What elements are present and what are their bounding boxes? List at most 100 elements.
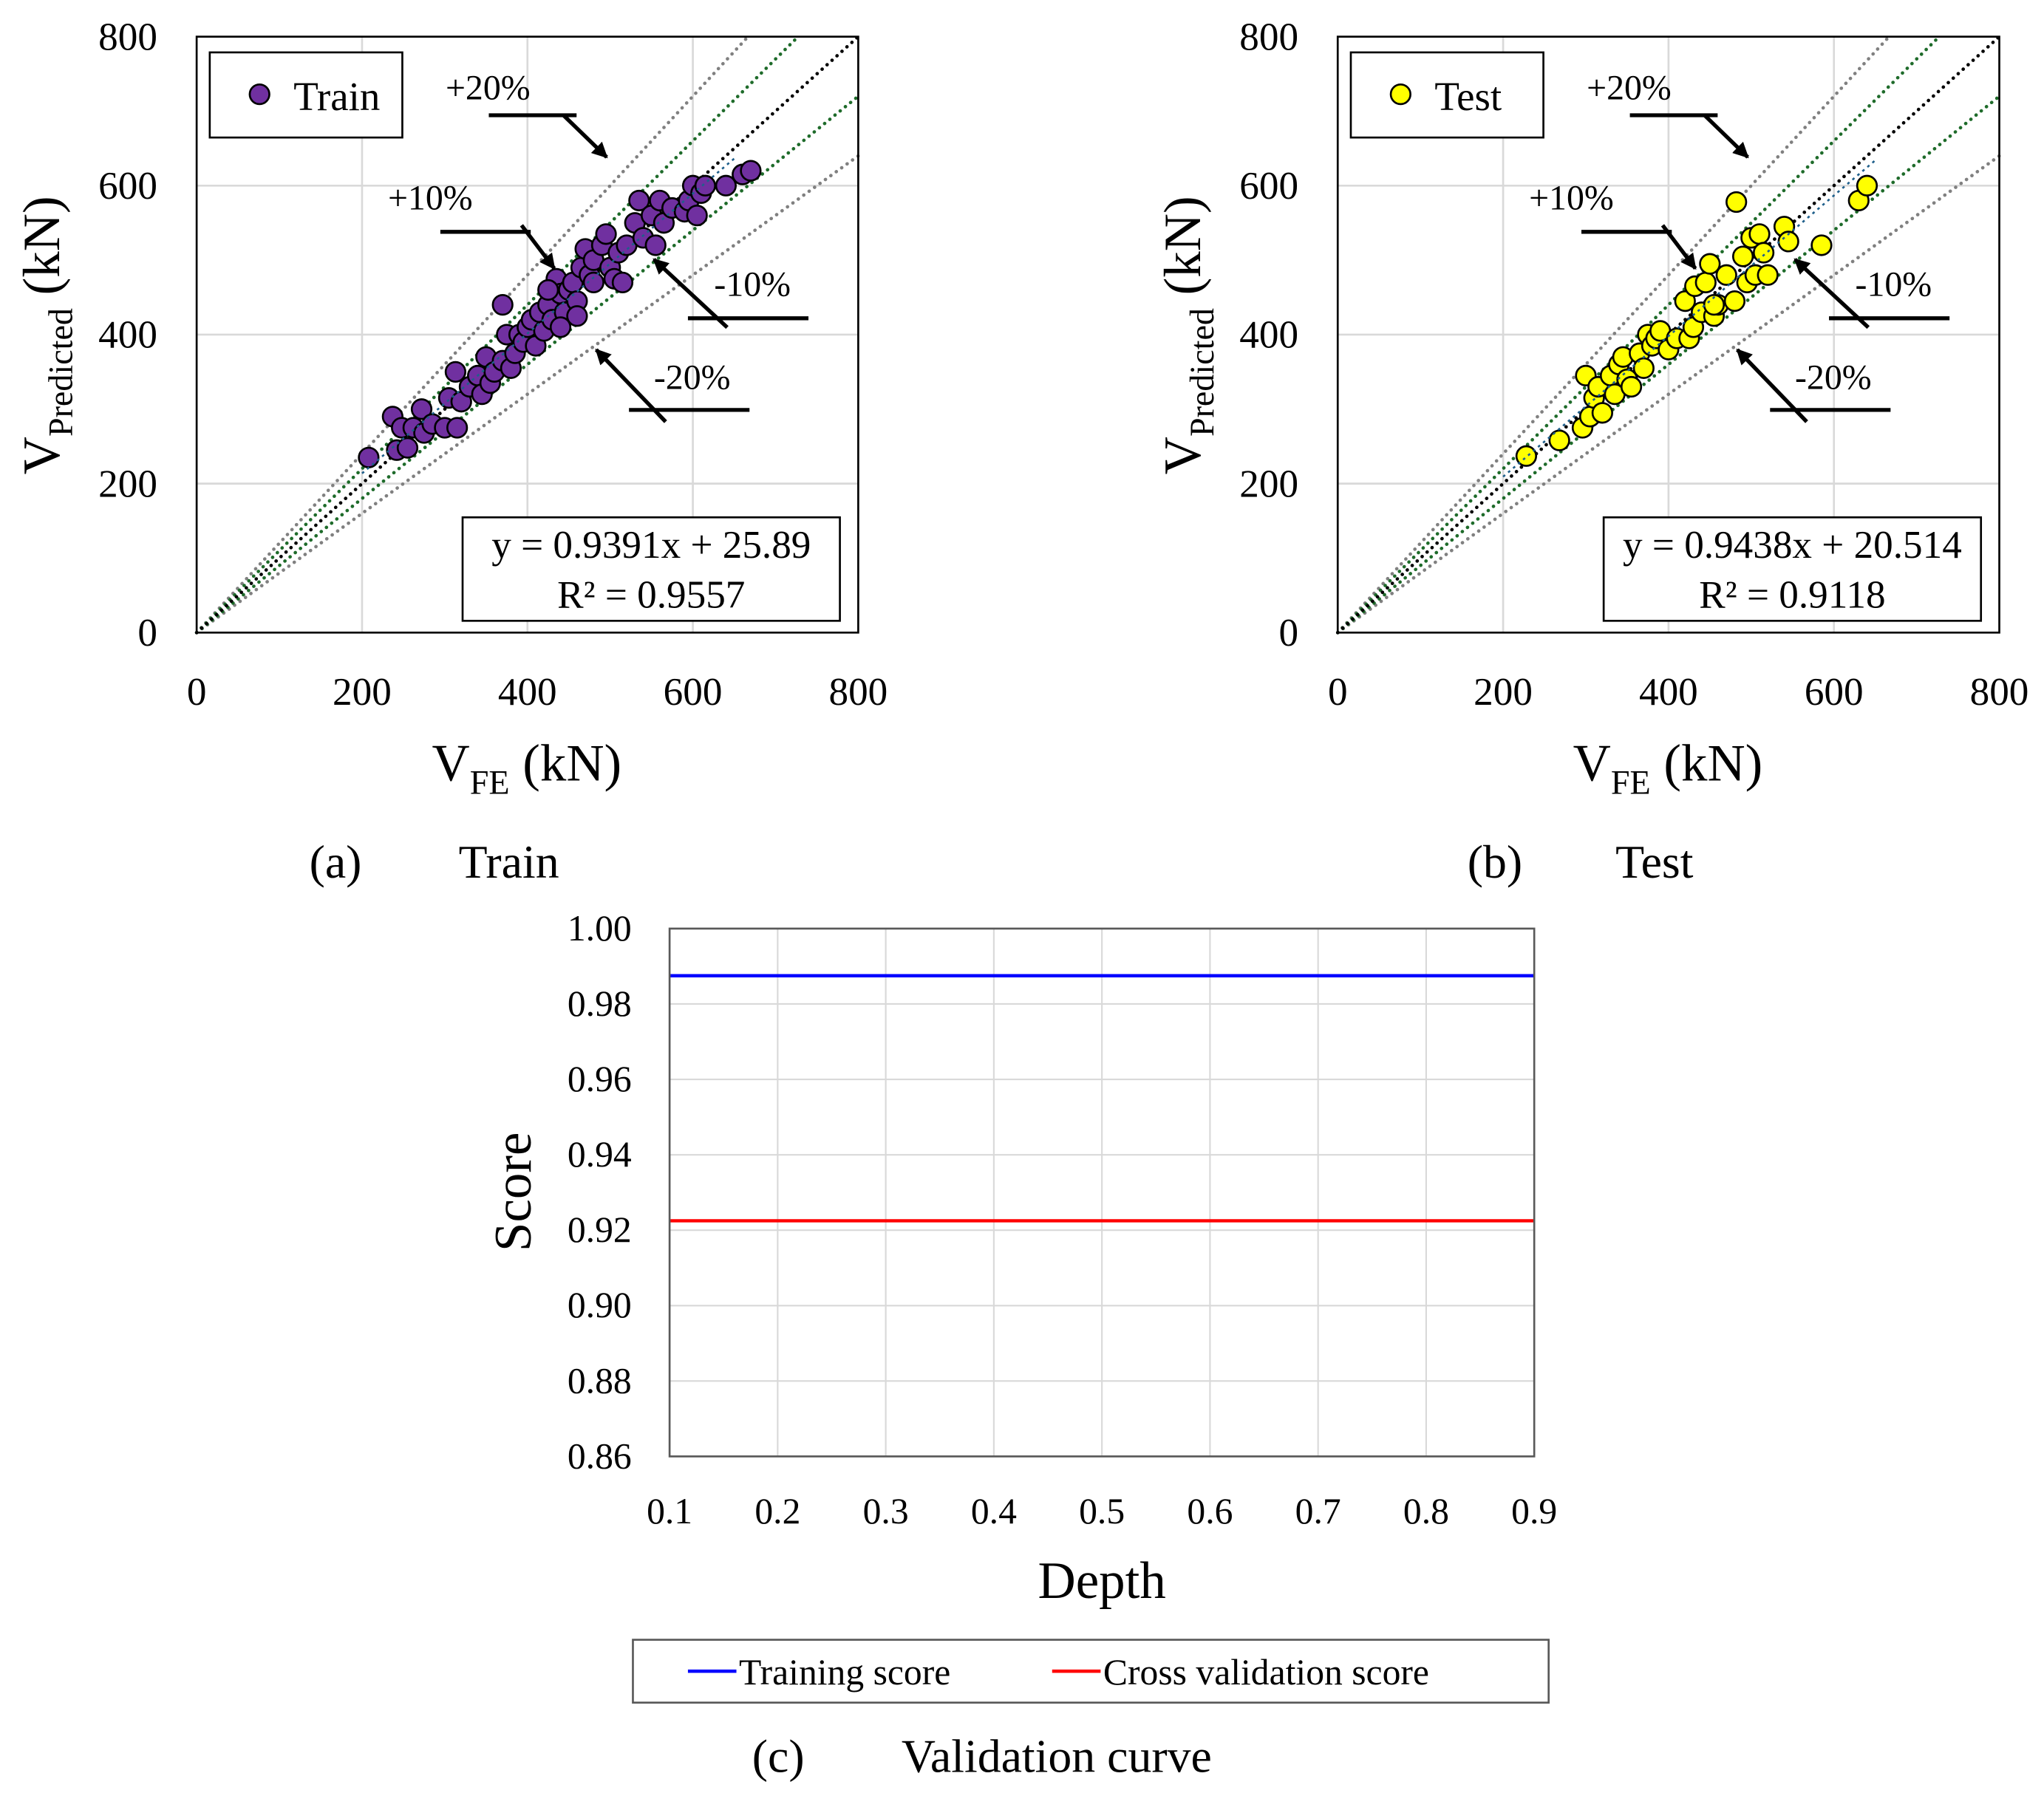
y-axis-label-unit: (kN) (1154, 196, 1212, 308)
x-tick-label: 0.9 (1511, 1491, 1557, 1531)
band-annotation-label: +10% (1529, 179, 1614, 218)
x-tick-label: 0 (1328, 670, 1348, 714)
minus-10-percent-line (1335, 94, 2001, 635)
y-tick-label: 600 (1239, 164, 1298, 208)
equation-box (461, 516, 841, 622)
annotation-arrow (1736, 348, 1808, 423)
plot-area-border (668, 927, 1536, 1458)
annotation-arrow (562, 114, 608, 159)
x-tick-label: 400 (1639, 670, 1698, 714)
x-tick-label: 0.8 (1403, 1491, 1449, 1531)
train-scatter-panel: +20% +10% -10% -20% Train y = 0.9391x + 25.89… (13, 15, 888, 801)
y-tick-label: 400 (98, 313, 157, 357)
trendline-equation: y = 0.9438x + 20.514 (1623, 523, 1962, 567)
data-point (1715, 264, 1737, 286)
annotation-arrow (653, 258, 729, 329)
x-tick-label: 0.2 (754, 1491, 800, 1531)
r-squared-value: R² = 0.9118 (1699, 573, 1885, 617)
legend-label: Train (293, 74, 380, 119)
plot-area-border (1336, 35, 2000, 634)
caption-a-title: Train (459, 836, 559, 888)
x-axis-label-main: V (432, 735, 470, 793)
y-axis-label: Score (485, 1133, 542, 1251)
x-tick-label: 600 (664, 670, 723, 714)
minus-10-percent-line (194, 94, 860, 635)
x-tick-label: 0.3 (863, 1491, 909, 1531)
annotation-arrow (1793, 258, 1870, 329)
data-point (1757, 264, 1779, 286)
plus-10-percent-line (194, 35, 800, 635)
data-point (582, 271, 604, 294)
x-axis-label-unit: (kN) (510, 735, 622, 793)
caption-b-title: Test (1615, 836, 1694, 888)
band-annotation-label: -20% (1795, 358, 1872, 397)
y-tick-label: 0 (137, 611, 157, 655)
plus-20-percent-line (194, 35, 750, 635)
legend-box (1349, 51, 1544, 139)
legend-marker (248, 83, 270, 106)
x-tick-label: 400 (498, 670, 557, 714)
trendline (1502, 160, 1876, 478)
x-tick-label: 0.4 (971, 1491, 1017, 1531)
plus-10-percent-line (1335, 35, 1941, 635)
data-point (537, 279, 559, 301)
data-point (444, 361, 467, 383)
x-tick-label: 0.7 (1295, 1491, 1341, 1531)
data-point (686, 205, 708, 227)
data-point (1752, 242, 1775, 264)
x-axis-label: Depth (1038, 1552, 1165, 1610)
annotation-arrow (1703, 114, 1749, 159)
data-point (1632, 357, 1655, 379)
y-tick-label: 0.94 (568, 1134, 632, 1175)
r-squared-value: R² = 0.9557 (557, 573, 745, 617)
plus-20-percent-line (1335, 35, 1891, 635)
band-annotation-label: +20% (446, 69, 531, 108)
y-tick-label: 0.98 (568, 983, 632, 1024)
data-point (694, 174, 716, 197)
y-axis-label-subscript: Predicted (42, 308, 80, 437)
data-point (1694, 271, 1717, 294)
data-point (644, 234, 667, 256)
data-point (396, 437, 419, 459)
data-point (1723, 290, 1746, 313)
x-tick-label: 0.1 (647, 1491, 692, 1531)
data-point (611, 271, 634, 294)
x-tick-label: 200 (333, 670, 392, 714)
data-point (1591, 402, 1613, 424)
data-point (1726, 191, 1748, 214)
data-point (1748, 223, 1771, 245)
x-axis-label: VFE (kN) (432, 735, 622, 802)
band-annotation-label: -20% (654, 358, 731, 397)
equation-box (1602, 516, 1983, 622)
x-tick-label: 600 (1805, 670, 1864, 714)
data-point (1699, 253, 1721, 275)
band-annotation-label: -10% (1856, 265, 1932, 304)
data-point (740, 160, 762, 182)
minus-20-percent-line (1335, 154, 2001, 635)
x-tick-label: 0 (187, 670, 207, 714)
minus-20-percent-line (194, 154, 860, 635)
annotation-arrow (519, 224, 556, 270)
x-tick-label: 0.6 (1187, 1491, 1233, 1531)
band-annotation-label: +10% (388, 179, 473, 218)
data-point (446, 417, 469, 439)
trendline (361, 157, 735, 474)
data-point (410, 398, 433, 420)
x-axis-label-subscript: FE (1611, 763, 1651, 801)
y-tick-label: 600 (98, 164, 157, 208)
x-axis-label-main: V (1573, 735, 1611, 793)
x-tick-label: 200 (1474, 670, 1533, 714)
x-tick-label: 800 (829, 670, 888, 714)
test-scatter-panel: +20% +10% -10% -20% Test y = 0.9438x + 20.514… (1154, 15, 2028, 801)
data-point (628, 189, 650, 212)
identity-line (194, 35, 860, 635)
data-point (358, 446, 380, 468)
legend-cv-label: Cross validation score (1103, 1652, 1429, 1693)
plot-area-border (195, 35, 859, 634)
caption-c-letter: (c) (752, 1730, 805, 1783)
y-tick-label: 800 (98, 15, 157, 58)
y-tick-label: 0.88 (568, 1360, 632, 1401)
legend-label: Test (1434, 74, 1502, 119)
data-point (1810, 234, 1833, 256)
